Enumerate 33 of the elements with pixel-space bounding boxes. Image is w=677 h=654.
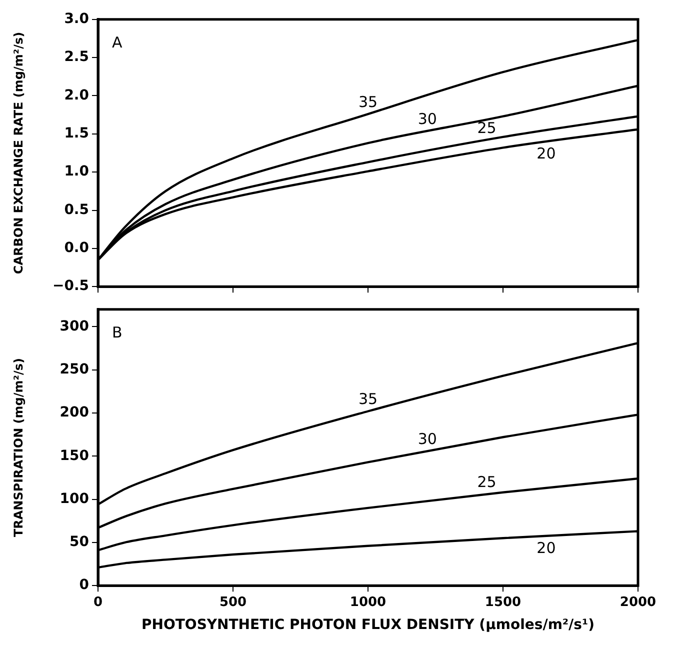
series-label: 25	[477, 473, 496, 492]
y-axis-title: CARBON EXCHANGE RATE (mg/m²/s)	[11, 32, 26, 274]
x-tick-label: 1500	[484, 594, 522, 610]
series-label: 30	[418, 110, 437, 128]
annotation: B	[112, 323, 122, 342]
y-tick-label: 0.5	[64, 202, 89, 218]
y-tick-label: 0	[79, 577, 90, 594]
y-tick-label: 50	[70, 534, 90, 550]
y-tick-label: 1.5	[64, 126, 89, 142]
y-tick-label: 250	[60, 361, 90, 378]
x-tick-label: 0	[93, 594, 103, 610]
y-tick-label: −0.5	[52, 278, 89, 294]
x-tick-label: 500	[219, 594, 247, 610]
y-tick-label: 300	[60, 318, 90, 334]
y-axis-title: TRANSPIRATION (mg/m²/s)	[11, 358, 26, 538]
x-tick-label: 1000	[350, 594, 386, 610]
series-label: 30	[418, 430, 437, 448]
series-label: 35	[358, 390, 378, 408]
y-tick-label: 150	[60, 448, 90, 464]
annotation: A	[112, 33, 123, 52]
y-tick-label: 100	[60, 490, 90, 507]
x-tick-label: 2000	[620, 594, 656, 610]
y-tick-label: 1.0	[64, 164, 90, 180]
series-label: 35	[358, 92, 378, 111]
y-tick-label: 0.0	[64, 240, 90, 256]
y-tick-label: 2.0	[64, 87, 90, 104]
y-tick-label: 200	[60, 404, 90, 421]
y-tick-label: 2.5	[64, 49, 89, 66]
series-label: 20	[536, 144, 556, 163]
x-axis-title: PHOTOSYNTHETIC PHOTON FLUX DENSITY (µmoles/m²/s¹)	[141, 617, 595, 634]
series-label: 20	[536, 538, 556, 557]
series-label: 25	[477, 118, 496, 137]
y-tick-label: 3.0	[64, 11, 90, 28]
